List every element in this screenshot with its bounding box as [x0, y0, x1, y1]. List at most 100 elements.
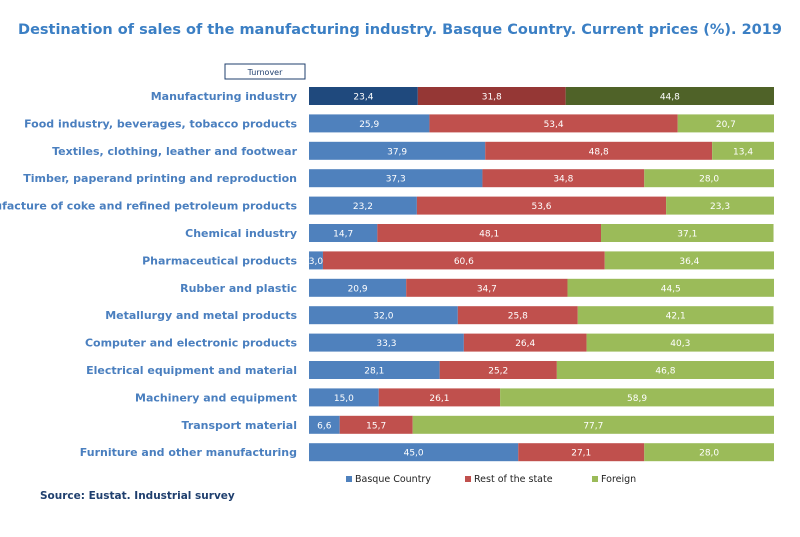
- bar-foreign-transport-material[interactable]: [412, 415, 774, 434]
- bar-foreign-pharmaceutical-products[interactable]: [604, 251, 774, 270]
- bar-basque-country-timber-paperand-printing-and-reproduction[interactable]: [309, 169, 483, 188]
- value-label-basque-country-manufacturing-industry: 23,4: [353, 93, 373, 103]
- category-label-machinery-and-equipment: Machinery and equipment: [135, 391, 297, 404]
- value-label-foreign-food-industry-beverages-tobacco-products: 20,7: [716, 120, 736, 130]
- category-label-metallurgy-and-metal-products: Metallurgy and metal products: [105, 309, 297, 322]
- bar-foreign-timber-paperand-printing-and-reproduction[interactable]: [644, 169, 774, 188]
- bar-rest-of-the-state-textiles-clothing-leather-and-footwear[interactable]: [485, 141, 713, 160]
- bar-rest-of-the-state-timber-paperand-printing-and-reproduction[interactable]: [482, 169, 645, 188]
- bar-basque-country-manufacturing-industry[interactable]: [309, 87, 418, 105]
- bar-rest-of-the-state-transport-material[interactable]: [339, 415, 413, 434]
- bar-rest-of-the-state-rubber-and-plastic[interactable]: [406, 278, 568, 297]
- category-label-manufacture-of-coke-and-refined-petroleum-products: Manufacture of coke and refined petroleu…: [0, 200, 297, 213]
- value-label-basque-country-electrical-equipment-and-material: 28,1: [364, 367, 384, 377]
- value-label-basque-country-manufacture-of-coke-and-refined-petroleum-products: 23,2: [353, 202, 373, 212]
- value-label-basque-country-timber-paperand-printing-and-reproduction: 37,3: [386, 175, 406, 185]
- value-label-foreign-transport-material: 77,7: [583, 421, 603, 431]
- bar-basque-country-rubber-and-plastic[interactable]: [309, 278, 407, 297]
- bar-basque-country-transport-material[interactable]: [309, 415, 340, 434]
- turnover-filter-box[interactable]: [224, 63, 306, 80]
- value-label-foreign-furniture-and-other-manufacturing: 28,0: [699, 449, 719, 459]
- bar-rest-of-the-state-chemical-industry[interactable]: [377, 224, 602, 242]
- source-note: Source: Eustat. Industrial survey: [40, 490, 235, 502]
- category-label-furniture-and-other-manufacturing: Furniture and other manufacturing: [80, 446, 297, 459]
- value-label-basque-country-food-industry-beverages-tobacco-products: 25,9: [359, 120, 379, 130]
- bar-foreign-rubber-and-plastic[interactable]: [567, 278, 774, 297]
- bar-foreign-metallurgy-and-metal-products[interactable]: [577, 306, 774, 325]
- legend-swatch-foreign: [592, 476, 598, 482]
- bar-basque-country-textiles-clothing-leather-and-footwear[interactable]: [309, 141, 486, 160]
- bar-rest-of-the-state-machinery-and-equipment[interactable]: [378, 388, 501, 407]
- value-label-rest-of-the-state-rubber-and-plastic: 34,7: [477, 284, 497, 294]
- value-label-foreign-electrical-equipment-and-material: 46,8: [655, 367, 675, 377]
- category-label-textiles-clothing-leather-and-footwear: Textiles, clothing, leather and footwear: [52, 145, 297, 158]
- value-label-rest-of-the-state-transport-material: 15,7: [366, 421, 386, 431]
- plot-area: Manufacturing industry 23,4 31,8 44,8 Food i…: [0, 87, 774, 462]
- bar-foreign-electrical-equipment-and-material[interactable]: [556, 361, 774, 379]
- bar-rest-of-the-state-furniture-and-other-manufacturing[interactable]: [518, 443, 645, 462]
- category-label-rubber-and-plastic: Rubber and plastic: [180, 282, 297, 295]
- value-label-basque-country-textiles-clothing-leather-and-footwear: 37,9: [387, 147, 407, 157]
- bar-foreign-chemical-industry[interactable]: [601, 224, 774, 242]
- category-label-manufacturing-industry: Manufacturing industry: [151, 90, 297, 103]
- category-label-computer-and-electronic-products: Computer and electronic products: [85, 337, 297, 350]
- value-label-foreign-rubber-and-plastic: 44,5: [661, 284, 681, 294]
- bar-rest-of-the-state-metallurgy-and-metal-products[interactable]: [457, 306, 578, 325]
- bar-rest-of-the-state-computer-and-electronic-products[interactable]: [463, 333, 587, 352]
- category-label-transport-material: Transport material: [182, 419, 297, 432]
- bar-basque-country-chemical-industry[interactable]: [309, 224, 378, 242]
- value-label-foreign-computer-and-electronic-products: 40,3: [670, 339, 690, 349]
- value-label-rest-of-the-state-pharmaceutical-products: 60,6: [454, 257, 474, 267]
- value-label-foreign-pharmaceutical-products: 36,4: [679, 257, 699, 267]
- turnover-filter-label[interactable]: Turnover: [247, 68, 284, 77]
- turnover-filter[interactable]: Turnover: [224, 63, 306, 80]
- bar-foreign-machinery-and-equipment[interactable]: [500, 388, 774, 407]
- bar-basque-country-electrical-equipment-and-material[interactable]: [309, 361, 440, 379]
- bar-foreign-manufacturing-industry[interactable]: [565, 87, 774, 105]
- bar-basque-country-furniture-and-other-manufacturing[interactable]: [309, 443, 519, 462]
- value-label-foreign-manufacture-of-coke-and-refined-petroleum-products: 23,3: [710, 202, 730, 212]
- chart-title: Destination of sales of the manufacturin…: [18, 22, 782, 38]
- value-label-foreign-textiles-clothing-leather-and-footwear: 13,4: [733, 147, 753, 157]
- value-label-rest-of-the-state-timber-paperand-printing-and-reproduction: 34,8: [553, 175, 573, 185]
- value-label-rest-of-the-state-food-industry-beverages-tobacco-products: 53,4: [544, 120, 564, 130]
- value-label-basque-country-rubber-and-plastic: 20,9: [348, 284, 368, 294]
- category-label-electrical-equipment-and-material: Electrical equipment and material: [86, 364, 297, 377]
- value-label-rest-of-the-state-furniture-and-other-manufacturing: 27,1: [571, 449, 591, 459]
- value-label-foreign-manufacturing-industry: 44,8: [660, 93, 680, 103]
- bar-foreign-manufacture-of-coke-and-refined-petroleum-products[interactable]: [666, 196, 774, 215]
- value-label-rest-of-the-state-manufacture-of-coke-and-refined-petroleum-products: 53,6: [531, 202, 551, 212]
- value-label-basque-country-machinery-and-equipment: 15,0: [334, 394, 354, 404]
- bar-rest-of-the-state-manufacture-of-coke-and-refined-petroleum-products[interactable]: [416, 196, 667, 215]
- bar-basque-country-manufacture-of-coke-and-refined-petroleum-products[interactable]: [309, 196, 417, 215]
- bar-foreign-food-industry-beverages-tobacco-products[interactable]: [677, 114, 774, 133]
- value-label-rest-of-the-state-machinery-and-equipment: 26,1: [429, 394, 449, 404]
- legend-label-basque-country: Basque Country: [355, 474, 431, 485]
- bar-basque-country-pharmaceutical-products[interactable]: [309, 251, 323, 270]
- value-label-foreign-machinery-and-equipment: 58,9: [627, 394, 647, 404]
- bar-basque-country-food-industry-beverages-tobacco-products[interactable]: [309, 114, 430, 133]
- value-label-basque-country-computer-and-electronic-products: 33,3: [376, 339, 396, 349]
- bar-foreign-furniture-and-other-manufacturing[interactable]: [644, 443, 774, 462]
- category-label-chemical-industry: Chemical industry: [185, 227, 297, 240]
- bar-rest-of-the-state-food-industry-beverages-tobacco-products[interactable]: [429, 114, 678, 133]
- value-label-basque-country-chemical-industry: 14,7: [333, 230, 353, 240]
- category-label-timber-paperand-printing-and-reproduction: Timber, paperand printing and reproducti…: [23, 172, 297, 185]
- bar-basque-country-metallurgy-and-metal-products[interactable]: [309, 306, 458, 325]
- bar-foreign-computer-and-electronic-products[interactable]: [586, 333, 774, 352]
- bar-basque-country-computer-and-electronic-products[interactable]: [309, 333, 464, 352]
- value-label-rest-of-the-state-computer-and-electronic-products: 26,4: [515, 339, 535, 349]
- category-label-food-industry-beverages-tobacco-products: Food industry, beverages, tobacco produc…: [24, 117, 297, 130]
- bar-rest-of-the-state-electrical-equipment-and-material[interactable]: [439, 361, 557, 379]
- value-label-basque-country-metallurgy-and-metal-products: 32,0: [373, 312, 393, 322]
- category-label-pharmaceutical-products: Pharmaceutical products: [142, 254, 297, 267]
- value-label-foreign-timber-paperand-printing-and-reproduction: 28,0: [699, 175, 719, 185]
- bar-rest-of-the-state-pharmaceutical-products[interactable]: [322, 251, 605, 270]
- bar-foreign-textiles-clothing-leather-and-footwear[interactable]: [712, 141, 774, 160]
- value-label-foreign-chemical-industry: 37,1: [677, 230, 697, 240]
- bar-basque-country-machinery-and-equipment[interactable]: [309, 388, 379, 407]
- value-label-basque-country-furniture-and-other-manufacturing: 45,0: [404, 449, 424, 459]
- bar-rest-of-the-state-manufacturing-industry[interactable]: [417, 87, 566, 105]
- value-label-rest-of-the-state-electrical-equipment-and-material: 25,2: [488, 367, 508, 377]
